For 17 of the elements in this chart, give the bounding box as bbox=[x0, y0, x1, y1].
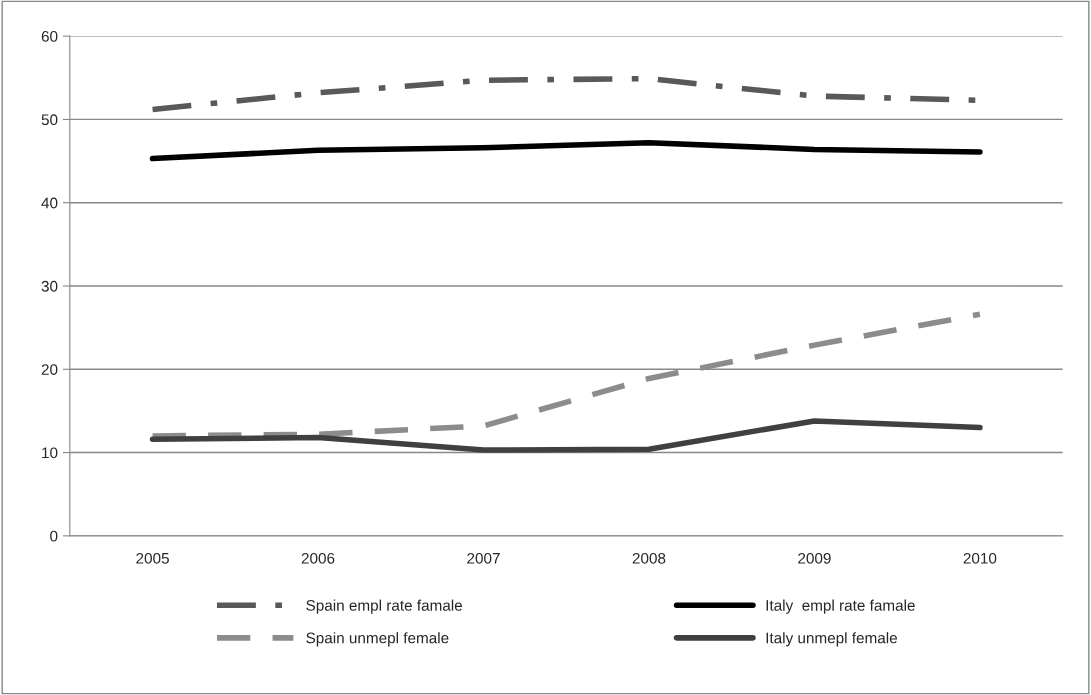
legend-label: Spain empl rate famale bbox=[306, 599, 463, 614]
y-tick-label: 0 bbox=[50, 530, 58, 542]
y-tick-label: 30 bbox=[41, 280, 58, 292]
legend-label: Italy empl rate famale bbox=[766, 599, 915, 614]
y-tick-label: 60 bbox=[41, 31, 58, 42]
y-tick-label: 40 bbox=[41, 197, 58, 209]
y-tick-label: 20 bbox=[41, 364, 58, 375]
x-tick-label: 2009 bbox=[798, 552, 831, 564]
x-tick-label: 2007 bbox=[467, 552, 500, 564]
x-tick-label: 2010 bbox=[963, 552, 997, 564]
x-tick-label: 2008 bbox=[632, 552, 666, 564]
x-tick-label: 2005 bbox=[136, 552, 169, 564]
y-tick-label: 10 bbox=[42, 447, 58, 459]
legend-label: Spain unmepl female bbox=[306, 632, 449, 647]
legend-label: Italy unmepl female bbox=[766, 632, 897, 647]
x-tick-label: 2006 bbox=[301, 552, 335, 564]
y-tick-label: 50 bbox=[41, 114, 58, 126]
